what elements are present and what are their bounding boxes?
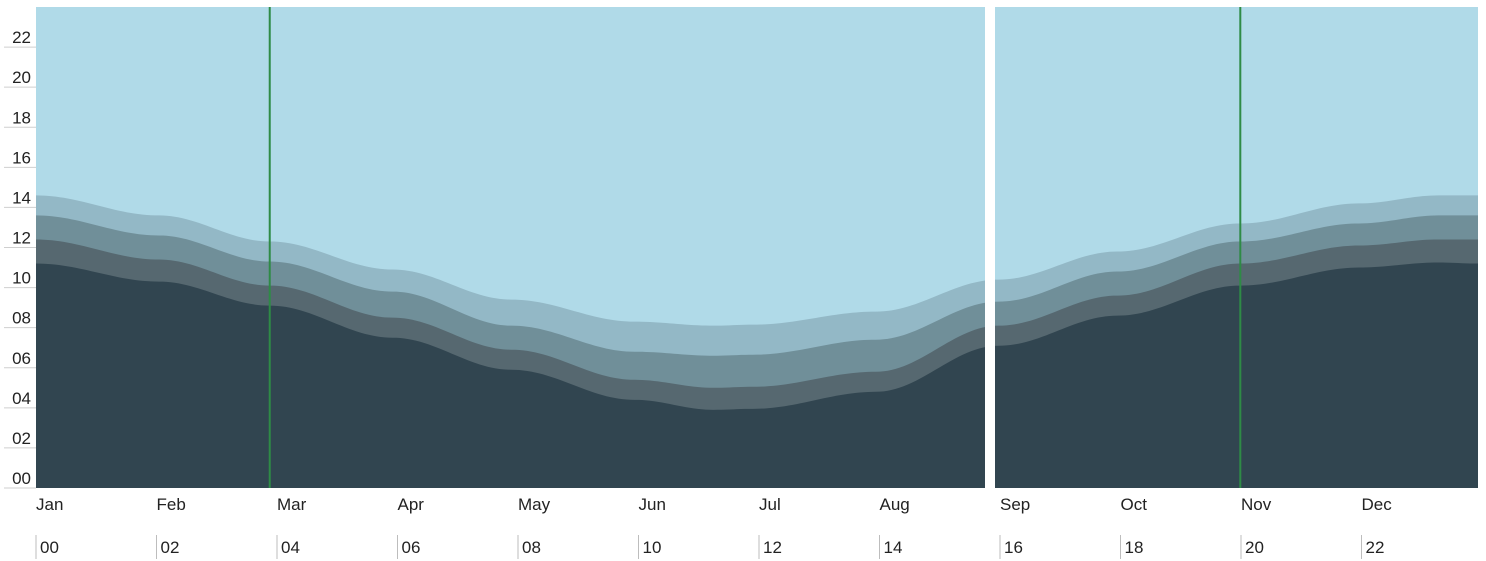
hour-label: 00 (40, 538, 59, 557)
month-label: Jun (639, 495, 666, 514)
month-label: Feb (157, 495, 186, 514)
month-label: Sep (1000, 495, 1030, 514)
y-tick-label: 22 (12, 28, 31, 47)
night-band (36, 262, 1478, 488)
y-tick-label: 06 (12, 349, 31, 368)
month-label: Nov (1241, 495, 1272, 514)
y-tick-label: 14 (12, 188, 31, 207)
month-label: Oct (1121, 495, 1148, 514)
hour-label: 04 (281, 538, 300, 557)
y-tick-label: 18 (12, 108, 31, 127)
month-label: Dec (1362, 495, 1393, 514)
daylight-bands (36, 195, 1478, 488)
month-label: Jan (36, 495, 63, 514)
y-tick-label: 02 (12, 429, 31, 448)
month-label: May (518, 495, 551, 514)
y-tick-label: 10 (12, 269, 31, 288)
hour-label: 10 (643, 538, 662, 557)
panel-gap (985, 0, 995, 490)
month-axis: Jan Feb Mar Apr May Jun Jul Aug Sep Oct Nov Dec (36, 495, 1392, 514)
y-tick-label: 04 (12, 389, 31, 408)
month-label: Jul (759, 495, 781, 514)
y-tick-label: 08 (12, 309, 31, 328)
hour-label: 06 (402, 538, 421, 557)
hour-axis: 00 02 04 06 08 10 12 14 16 18 20 22 (35, 535, 1385, 559)
hour-label: 16 (1004, 538, 1023, 557)
hour-label: 22 (1366, 538, 1385, 557)
y-tick-label: 20 (12, 68, 31, 87)
hour-label: 18 (1125, 538, 1144, 557)
hour-label: 08 (522, 538, 541, 557)
y-axis: 00 02 04 06 08 10 12 14 16 18 20 22 (4, 28, 36, 489)
hour-label: 12 (763, 538, 782, 557)
y-tick-label: 00 (12, 469, 31, 488)
panel-divider (985, 0, 995, 490)
hour-label: 20 (1245, 538, 1264, 557)
month-label: Apr (398, 495, 425, 514)
hour-label: 14 (884, 538, 903, 557)
month-label: Aug (880, 495, 910, 514)
month-label: Mar (277, 495, 307, 514)
date-markers (268, 7, 1242, 488)
hour-label: 02 (161, 538, 180, 557)
y-tick-label: 16 (12, 148, 31, 167)
y-tick-label: 12 (12, 229, 31, 248)
